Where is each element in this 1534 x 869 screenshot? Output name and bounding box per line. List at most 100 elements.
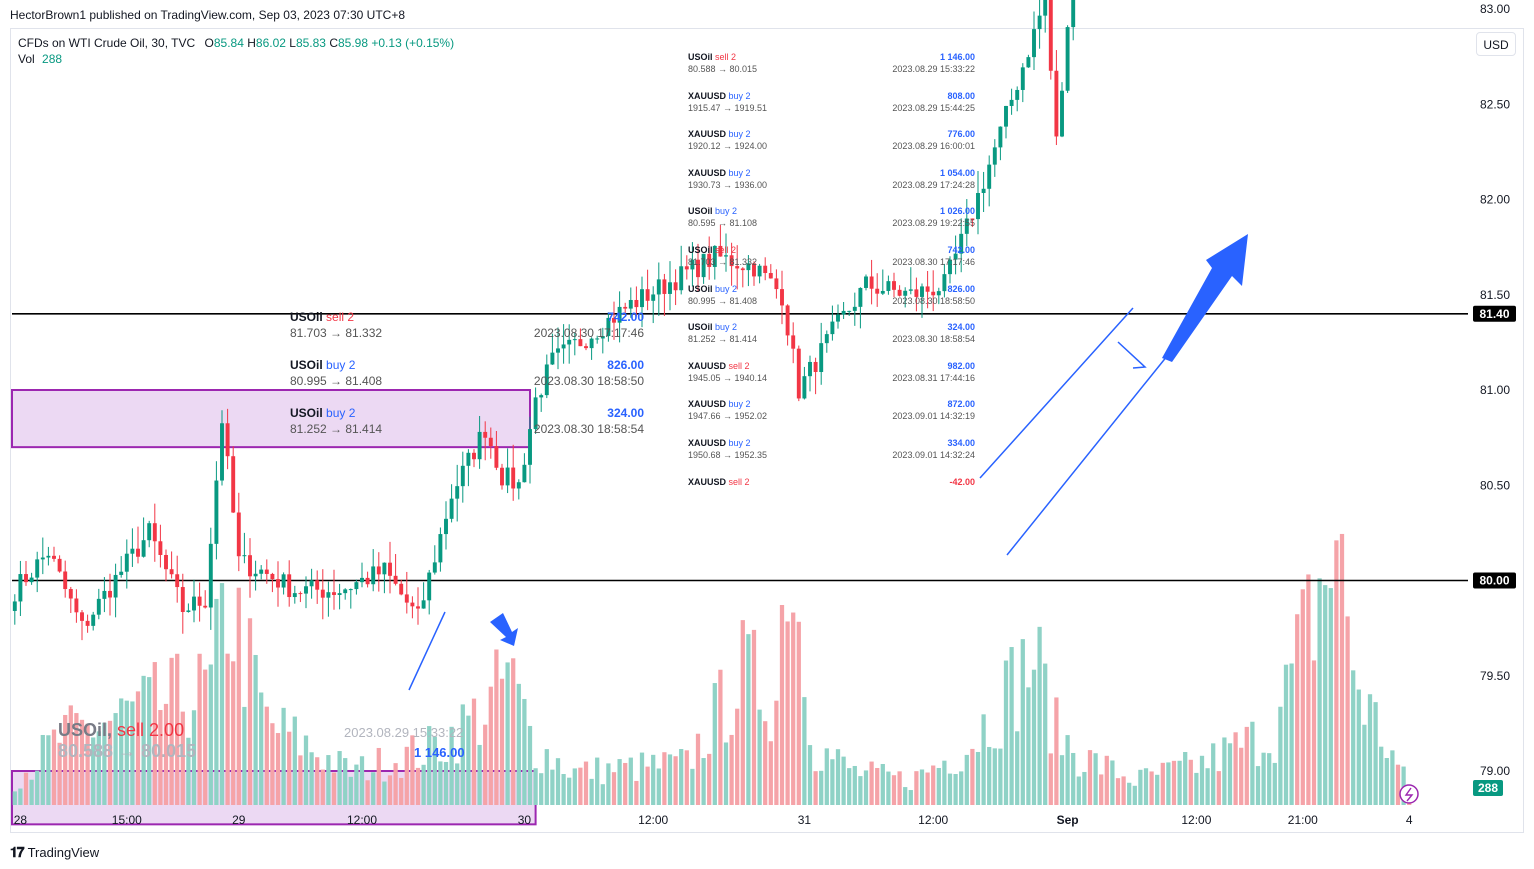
candle-body [1032, 29, 1036, 58]
price-zone [11, 389, 531, 449]
trade-prices: 80.995 → 81.408 [290, 374, 383, 388]
trade-time: 2023.08.29 16:00:01 [892, 141, 975, 152]
trade-symbol: USOil [688, 322, 716, 333]
legend-symbol[interactable]: CFDs on WTI Crude Oil, 30, TVC [18, 36, 196, 50]
candle-body [628, 299, 633, 309]
trade-row: USOil sell 2 80.588 → 80.015 1 146.00 2023.… [688, 52, 975, 91]
trade-row: XAUUSD buy 2 1920.12 → 1924.00 776.00 2023.… [688, 129, 975, 168]
candle-body [796, 348, 801, 399]
candle-body [192, 596, 196, 611]
currency-button[interactable]: USD [1476, 32, 1516, 56]
candle-body [914, 289, 919, 297]
volume-bar [746, 634, 751, 805]
volume-bar [1020, 639, 1025, 805]
volume-bar [1166, 762, 1171, 805]
volume-bar [1003, 660, 1009, 805]
trade-time: 2023.09.01 14:32:19 [892, 411, 975, 422]
trade-time: 2023.08.30 18:58:50 [892, 295, 975, 306]
small-arrow-down [1117, 341, 1147, 369]
volume-bar [735, 708, 740, 805]
candle-body [858, 287, 863, 307]
trade-symbol-side: XAUUSD buy 2 [688, 438, 751, 448]
candle-body [404, 594, 409, 603]
volume-bar [970, 748, 975, 805]
candle-body [976, 193, 980, 220]
candle-body [365, 577, 370, 585]
volume-bar [1362, 724, 1367, 805]
x-tick-label: 15:00 [112, 813, 142, 827]
footer-logo[interactable]: 𝟏𝟕 TradingView [10, 844, 99, 861]
candle-body [332, 592, 336, 595]
volume-bar [718, 669, 723, 805]
trade-symbol: USOil [688, 52, 716, 62]
trade-symbol: USOil [290, 358, 327, 372]
volume-bar [320, 769, 325, 805]
volume-bar [102, 722, 107, 805]
volume-bar [130, 701, 135, 805]
volume-bar [1216, 771, 1221, 805]
volume-bar [751, 629, 757, 805]
candle-body [1054, 70, 1059, 137]
volume-bar [1031, 669, 1037, 805]
volume-bar [208, 664, 213, 805]
volume-bar [807, 745, 813, 805]
volume-bar [679, 749, 684, 805]
candle-body [444, 518, 448, 535]
trade-amount: 776.00 [947, 129, 975, 140]
volume-bar [1127, 782, 1132, 805]
candle-body [203, 605, 208, 608]
chart-frame[interactable] [10, 28, 1524, 833]
candle-body [136, 548, 140, 557]
price-label-box [1473, 572, 1516, 589]
volume-bar [354, 764, 359, 805]
trade-prices: 80.595 → 81.108 [688, 218, 758, 229]
candle-body [320, 589, 325, 598]
volume-bar [1401, 766, 1406, 805]
time-axis[interactable]: 28 15:00 29 12:00 30 12:00 31 12:00 Sep 12:00 21:0… [14, 813, 1413, 827]
candle-body [164, 554, 168, 570]
candle-body [309, 580, 314, 587]
legend-close-label: C [329, 36, 338, 50]
volume-bar [488, 686, 493, 805]
volume-bar [231, 661, 236, 805]
volume-bar [1356, 689, 1361, 805]
channel-line-lower [1006, 339, 1181, 556]
volume-bar [1194, 772, 1199, 805]
legend-vol-label[interactable]: Vol [18, 52, 35, 66]
trade-side: sell 2 [728, 476, 750, 487]
volume-bar [1076, 776, 1081, 805]
candle-body [572, 339, 577, 341]
volume-bar [667, 754, 673, 805]
legend-change: +0.13 (+0.15%) [371, 36, 455, 50]
candle-body [908, 289, 913, 291]
volume-bar [567, 777, 572, 805]
volume-bar [768, 741, 773, 805]
volume-bar [197, 653, 202, 805]
candle-body [841, 310, 846, 315]
volume-bar [175, 653, 180, 805]
candle-body [656, 279, 661, 295]
volume-bar [931, 765, 936, 805]
legend-high-label: H [247, 36, 256, 50]
price-axis[interactable]: 79.00 79.50 80.00 80.50 81.00 81.50 82.00 82.50… [1480, 0, 1510, 778]
candle-body [964, 218, 969, 234]
volume-bar [74, 713, 79, 805]
volume-bar [975, 751, 981, 805]
volume-bar [527, 725, 533, 805]
trade-row: XAUUSD buy 2 1915.47 → 1919.51 808.00 2023.… [688, 91, 975, 130]
candle-body [416, 606, 420, 609]
candle-body [875, 288, 880, 294]
volume-bar [1351, 670, 1356, 805]
candle-body [180, 587, 185, 612]
volume-bar [695, 733, 701, 805]
volume-bar [298, 755, 303, 805]
volume-bar [387, 775, 393, 805]
candle-body [376, 566, 381, 575]
volume-bar [1261, 752, 1266, 805]
candle-body [348, 589, 353, 591]
trade-symbol-side: USOil sell 2 [688, 245, 736, 255]
candle-body [113, 574, 118, 598]
volume-bar [623, 762, 628, 805]
trade-side: sell 2 [728, 360, 750, 371]
